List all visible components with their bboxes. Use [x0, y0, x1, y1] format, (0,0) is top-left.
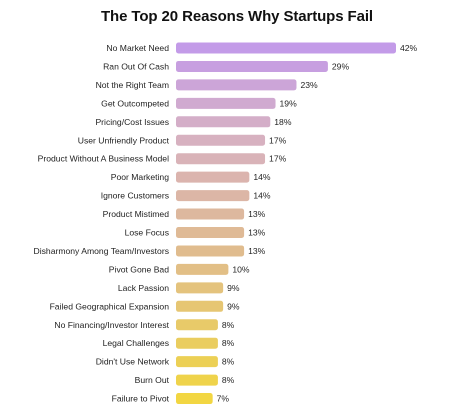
bar	[176, 79, 297, 91]
chart-title: The Top 20 Reasons Why Startups Fail	[100, 8, 373, 25]
bar	[176, 356, 218, 368]
data-label: 8%	[222, 320, 235, 330]
data-label: 8%	[222, 338, 235, 348]
data-label: 9%	[227, 283, 240, 293]
data-label: 14%	[253, 191, 271, 201]
category-label: Ran Out Of Cash	[103, 61, 169, 71]
data-label: 7%	[217, 394, 230, 404]
data-label: 9%	[227, 301, 240, 311]
data-label: 17%	[269, 135, 287, 145]
bar	[176, 171, 250, 183]
data-label: 18%	[274, 117, 292, 127]
bar	[176, 374, 218, 386]
category-label: Get Outcompeted	[101, 98, 169, 108]
bar	[176, 282, 224, 294]
category-label: Didn't Use Network	[96, 357, 170, 367]
data-label: 13%	[248, 246, 266, 256]
data-label: 10%	[232, 264, 250, 274]
category-label: Disharmony Among Team/Investors	[34, 246, 170, 256]
bar	[176, 153, 266, 165]
category-label: Lose Focus	[125, 228, 169, 238]
bar	[176, 134, 266, 146]
data-label: 19%	[280, 98, 298, 108]
data-label: 8%	[222, 375, 235, 385]
bar	[176, 42, 396, 54]
data-label: 17%	[269, 154, 287, 164]
bar	[176, 190, 250, 202]
category-label: Pricing/Cost Issues	[95, 117, 169, 127]
category-label: User Unfriendly Product	[78, 135, 170, 145]
data-label: 23%	[300, 80, 318, 90]
category-label: Failure to Pivot	[112, 394, 170, 404]
bar	[176, 300, 224, 312]
bar	[176, 116, 271, 128]
bar	[176, 227, 245, 238]
data-label: 29%	[332, 61, 350, 71]
data-label: 13%	[248, 209, 266, 219]
bar	[176, 97, 276, 109]
bar	[176, 263, 229, 275]
bar	[176, 208, 245, 220]
category-label: Product Mistimed	[103, 209, 170, 219]
bar	[176, 337, 218, 349]
category-label: Failed Geographical Expansion	[50, 301, 170, 311]
category-label: No Financing/Investor Interest	[54, 320, 169, 330]
bar	[176, 319, 218, 331]
data-label: 13%	[248, 228, 266, 238]
data-label: 14%	[253, 172, 271, 182]
data-label: 42%	[400, 43, 418, 53]
category-label: Poor Marketing	[111, 172, 169, 182]
bar	[176, 245, 245, 257]
data-label: 8%	[222, 357, 235, 367]
category-label: Lack Passion	[118, 283, 169, 293]
bar	[176, 60, 328, 72]
category-label: No Market Need	[106, 43, 169, 53]
category-label: Legal Challenges	[103, 338, 169, 348]
bar	[176, 393, 213, 405]
category-label: Pivot Gone Bad	[109, 264, 169, 274]
category-label: Burn Out	[135, 375, 170, 385]
category-label: Not the Right Team	[96, 80, 169, 90]
category-label: Ignore Customers	[101, 191, 169, 201]
category-label: Product Without A Business Model	[38, 154, 169, 164]
